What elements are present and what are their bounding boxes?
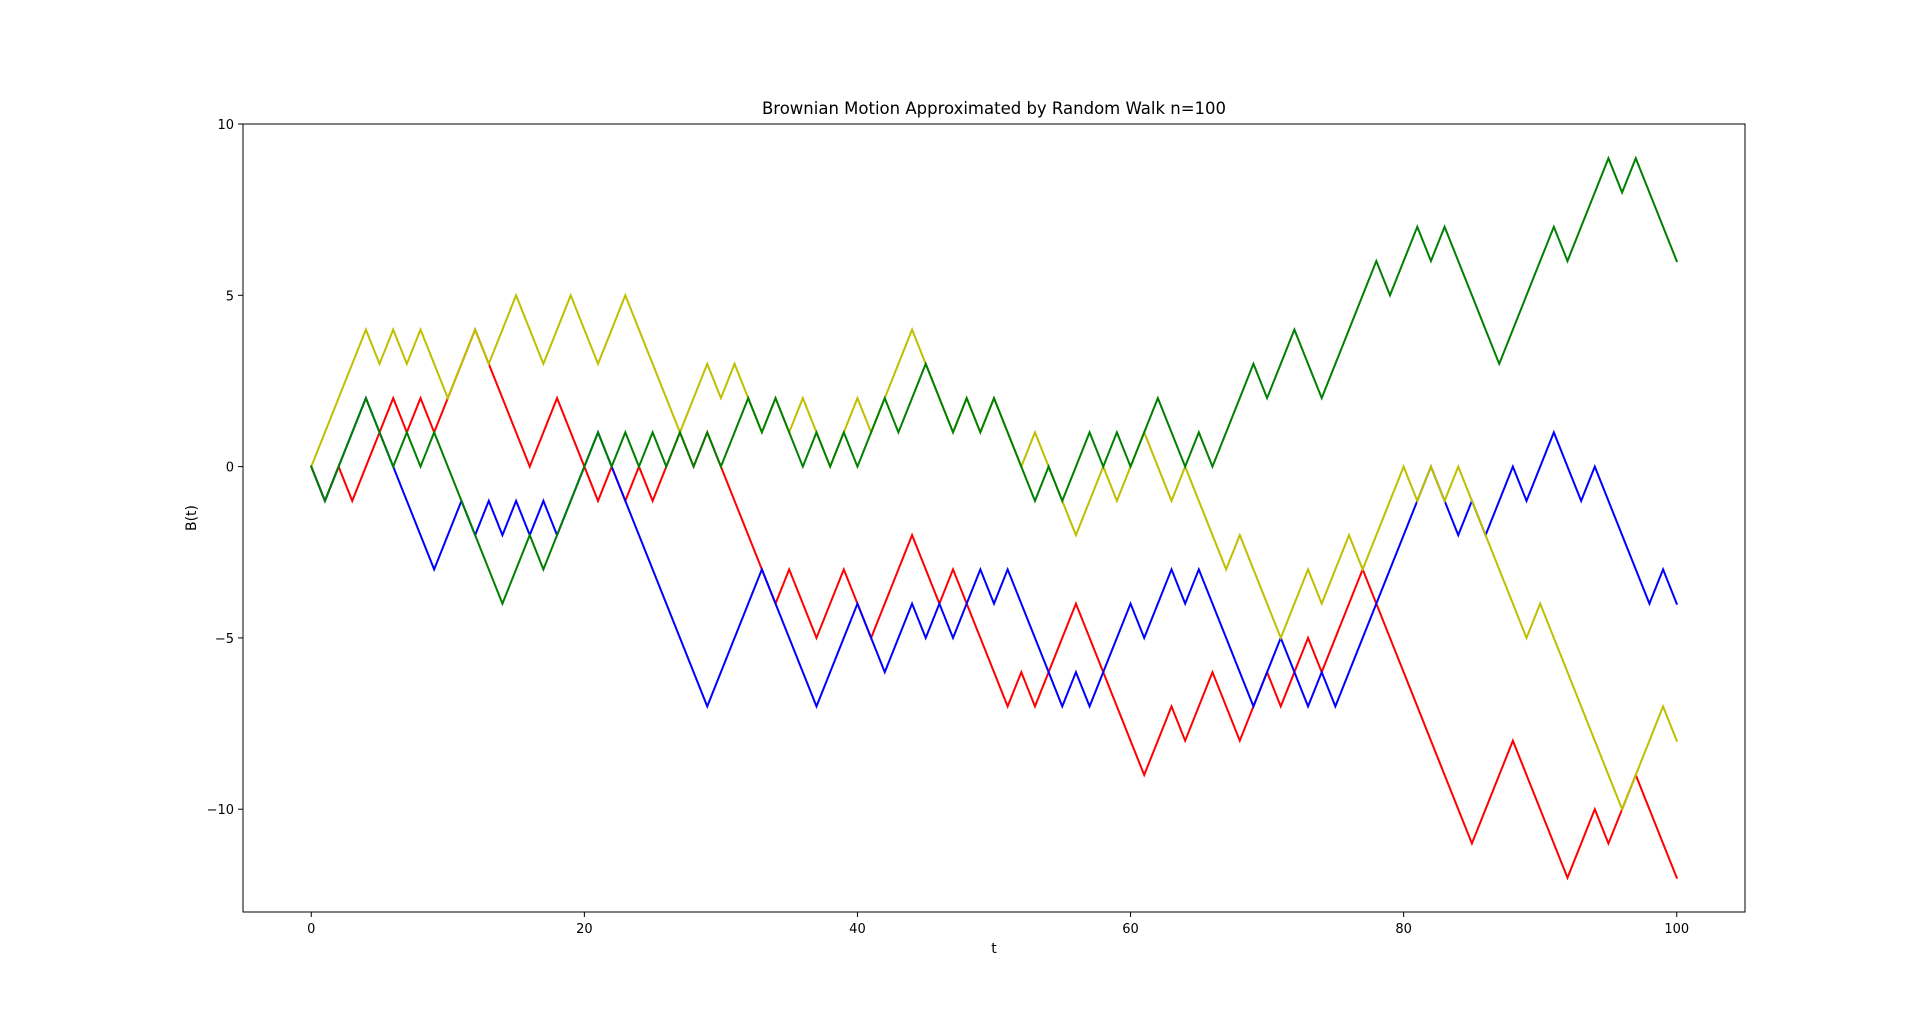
x-tick-label: 60 bbox=[1122, 922, 1139, 937]
chart-title: Brownian Motion Approximated by Random W… bbox=[762, 99, 1226, 118]
y-tick-label: 5 bbox=[226, 289, 234, 304]
series-layer bbox=[309, 155, 1679, 881]
x-tick-label: 100 bbox=[1664, 922, 1689, 937]
axis-ticks: 0 20 40 60 80 100 −10 −5 0 5 10 bbox=[207, 118, 1690, 937]
y-tick-label: −10 bbox=[207, 803, 234, 818]
series-line-2 bbox=[309, 395, 1679, 710]
y-tick-label: 0 bbox=[226, 461, 234, 476]
x-tick-label: 0 bbox=[307, 922, 315, 937]
x-tick-label: 40 bbox=[849, 922, 866, 937]
y-tick-label: 10 bbox=[217, 118, 234, 133]
x-tick-label: 20 bbox=[576, 922, 593, 937]
series-line-3 bbox=[309, 292, 1679, 812]
series-line-4 bbox=[309, 155, 1679, 607]
x-axis-label: t bbox=[991, 941, 997, 957]
y-tick-label: −5 bbox=[215, 632, 234, 647]
x-tick-label: 80 bbox=[1395, 922, 1412, 937]
plot-area-frame bbox=[242, 123, 1746, 913]
y-axis-label: B(t) bbox=[184, 505, 200, 531]
series-line-1 bbox=[309, 326, 1679, 881]
